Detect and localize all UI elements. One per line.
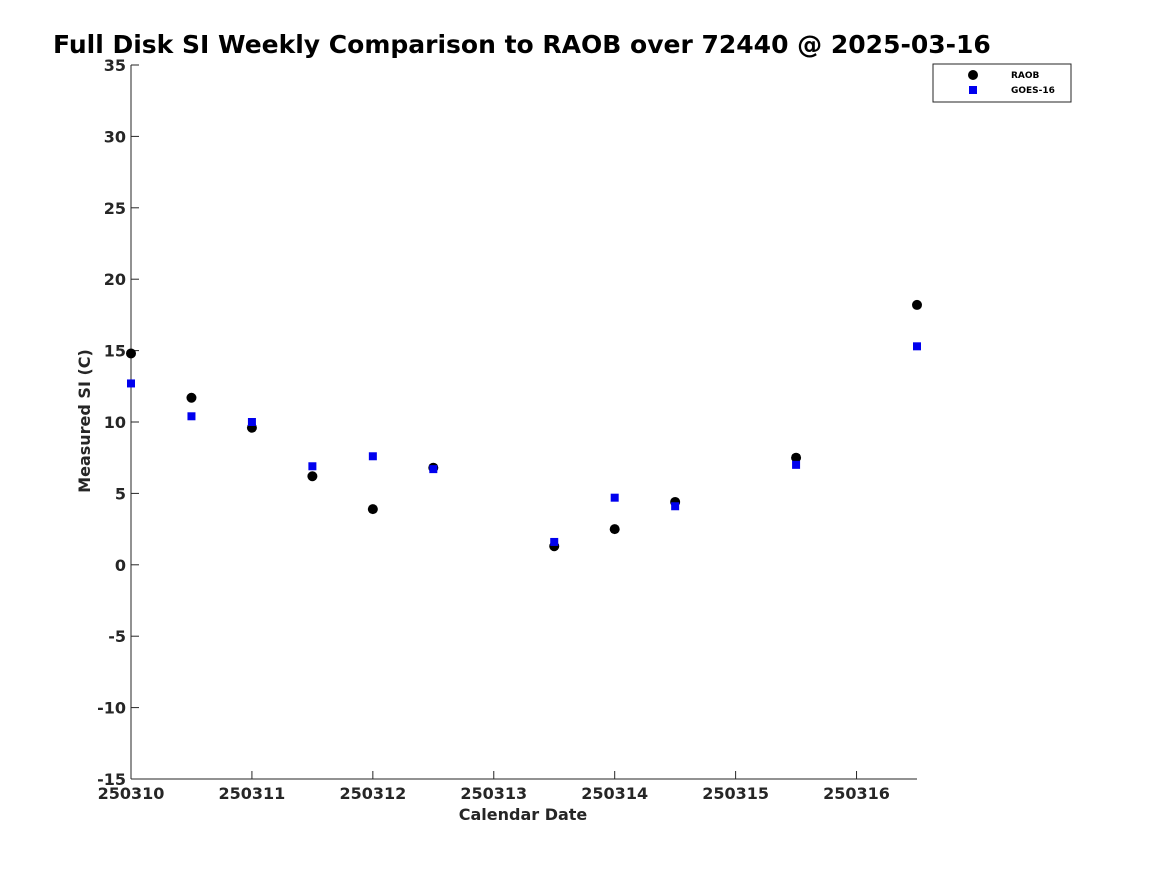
legend-marker-goes-16: [969, 86, 977, 94]
legend-label-raob: RAOB: [1011, 71, 1040, 81]
x-tick-label: 250313: [460, 784, 527, 803]
x-tick-label: 250316: [823, 784, 890, 803]
goes-16-point: [671, 502, 680, 511]
axes: -15 -10 -5 0 5 10 15 20 25 30 35 250310 250311 250312…: [97, 56, 917, 803]
y-tick-label: 0: [115, 556, 126, 575]
x-tick-label: 250314: [581, 784, 648, 803]
y-tick-label: 15: [104, 342, 126, 361]
raob-point: [912, 299, 922, 310]
goes-16-point: [368, 452, 377, 461]
legend-marker-raob: [968, 70, 978, 80]
legend: RAOB GOES-16: [932, 63, 1072, 103]
x-axis-label: Calendar Date: [459, 805, 588, 824]
y-tick-label: -5: [108, 627, 126, 646]
raob-point: [609, 524, 620, 535]
y-tick-label: 35: [104, 56, 126, 75]
goes-16-point: [127, 379, 135, 388]
x-tick-label: 250311: [219, 784, 286, 803]
y-tick-label: 25: [104, 199, 126, 218]
legend-box: [932, 63, 1072, 103]
raob-point: [126, 348, 136, 359]
goes-16-point: [308, 462, 317, 471]
y-tick-label: -15: [97, 770, 126, 789]
y-tick-label: 30: [104, 127, 126, 146]
y-tick-label: -10: [97, 699, 126, 718]
y-tick-label: 20: [104, 270, 126, 289]
goes-16-point: [913, 342, 921, 351]
y-axis-label: Measured SI (C): [75, 349, 94, 493]
x-tick-label: 250315: [702, 784, 769, 803]
y-tick-label: 10: [104, 413, 126, 432]
legend-label-goes-16: GOES-16: [1011, 86, 1055, 96]
goes-16-point: [550, 537, 559, 546]
goes-16-point: [792, 460, 801, 469]
goes-16-point: [187, 412, 196, 421]
raob-point: [791, 452, 802, 463]
raob-point: [367, 504, 378, 515]
x-tick-label: 250312: [339, 784, 406, 803]
goes-16-point: [247, 418, 256, 426]
goes-16-point: [610, 493, 619, 502]
raob-point: [186, 392, 197, 403]
x-tick-label: 250310: [98, 784, 165, 803]
chart-title: Full Disk SI Weekly Comparison to RAOB o…: [53, 30, 991, 59]
goes-16-point: [429, 465, 438, 474]
y-tick-label: 5: [115, 484, 126, 503]
data-marks: [126, 299, 922, 552]
raob-point: [307, 471, 318, 482]
